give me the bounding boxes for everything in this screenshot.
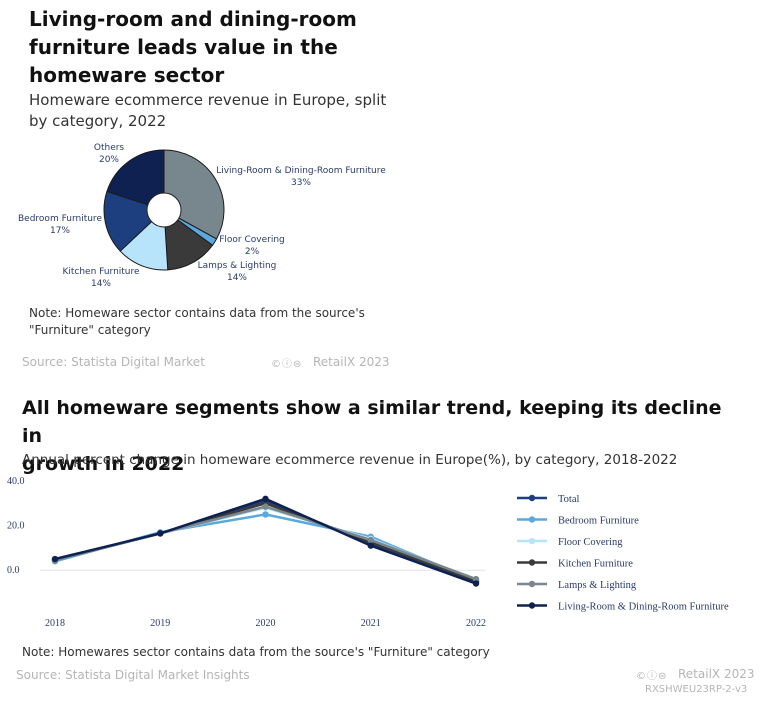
legend-label-lamps-lighting: Lamps & Lighting [558,580,637,591]
chart1-title-line: homeware sector [29,63,225,87]
line-chart: 0.0 20.0 40.0 2018 2019 2020 2021 2022 Total Be… [7,476,729,629]
legend-label-living-room-dining-room-furniture: Living-Room & Dining-Room Furniture [558,602,729,613]
chart1-brand: RetailX 2023 [313,355,390,369]
chart2-source: Source: Statista Digital Market Insights [16,668,250,682]
chart2-title: All homeware segments show a similar tre… [22,394,742,478]
chart1-title: Living-room and dining-room furniture le… [29,5,389,89]
pie-pct-floor-covering: 2% [245,247,260,257]
pie-label-bedroom: Bedroom Furniture [18,214,102,224]
x-axis-ticks: 2018 2019 2020 2021 2022 [45,618,486,629]
data-point-living-room-dining-room-furniture [472,580,480,587]
chart2-brand: RetailX 2023 [678,667,755,681]
cc-license-icon: ©ⓘ⊜ [636,671,668,682]
chart1-subtitle-line: Homeware ecommerce revenue in Europe, sp… [29,91,387,109]
chart2-note: Note: Homewares sector contains data fro… [22,645,490,659]
y-tick-label: 40.0 [7,476,25,487]
pie-pct-lamps: 14% [227,273,247,283]
data-point-living-room-dining-room-furniture [51,555,59,563]
legend-marker-floor-covering [528,537,536,545]
x-tick-label: 2021 [361,618,381,629]
y-tick-label: 20.0 [7,521,25,532]
pie-pct-bedroom: 17% [50,226,70,236]
chart1-subtitle: Homeware ecommerce revenue in Europe, sp… [29,90,399,132]
chart1-note: Note: Homeware sector contains data from… [29,305,409,339]
data-point-lamps-lighting [367,536,374,544]
chart1-note-line: Note: Homeware sector contains data from… [29,306,365,320]
chart1-title-line: furniture leads value in the [29,35,338,59]
legend-label-bedroom-furniture: Bedroom Furniture [558,516,639,527]
chart1-note-line: "Furniture" category [29,323,151,337]
pie-label-kitchen: Kitchen Furniture [62,267,140,277]
legend: Total Bedroom Furniture Floor Covering Kitc… [517,494,729,613]
x-tick-label: 2019 [150,618,170,629]
chart1-subtitle-line: by category, 2022 [29,112,167,130]
pie-pct-living-room: 33% [291,178,311,188]
data-point-lamps-lighting [472,575,480,583]
data-point-living-room-dining-room-furniture [157,530,164,537]
pie-label-floor-covering: Floor Covering [219,235,285,245]
pie-pct-kitchen: 14% [91,279,111,289]
pie-label-others: Others [94,143,125,153]
chart2-title-line: growth in 2022 [22,453,185,475]
cc-license-icon: ©ⓘ⊜ [271,359,303,370]
legend-label-total: Total [558,494,580,505]
legend-marker-total [528,494,536,502]
legend-label-floor-covering: Floor Covering [558,537,623,548]
pie-hole [146,192,182,228]
data-point-lamps-lighting [262,503,269,510]
x-tick-label: 2022 [466,618,486,629]
x-tick-label: 2020 [256,618,276,629]
data-point-bedroom-furniture [262,511,269,518]
y-axis-ticks: 0.0 20.0 40.0 [7,476,25,576]
series-line-bedroom-furniture [54,513,477,583]
pie-labels: Living-Room & Dining-Room Furniture 33% … [18,143,386,289]
legend-marker-kitchen-furniture [528,559,536,566]
y-tick-label: 0.0 [7,565,20,576]
report-code: RXSHWEU23RP-2-v3 [645,684,748,695]
chart1-source: Source: Statista Digital Market [22,355,205,369]
data-point-living-room-dining-room-furniture [367,542,374,549]
pie-slice-others [106,149,165,211]
legend-marker-living-room-dining-room-furniture [528,602,536,609]
chart2-subtitle: Annual percent change in homeware ecomme… [22,452,678,468]
line-series-group [51,495,480,587]
x-tick-label: 2018 [45,618,65,629]
data-point-living-room-dining-room-furniture [262,495,269,503]
chart1-title-line: Living-room and dining-room [29,7,357,31]
pie-pct-others: 20% [99,155,119,165]
pie-label-living-room: Living-Room & Dining-Room Furniture [216,166,386,176]
pie-label-lamps: Lamps & Lighting [198,261,277,271]
pie-chart: Living-Room & Dining-Room Furniture 33% … [18,143,386,289]
chart2-title-line: All homeware segments show a similar tre… [22,397,722,447]
legend-marker-bedroom-furniture [528,516,536,523]
legend-label-kitchen-furniture: Kitchen Furniture [558,559,633,570]
legend-marker-lamps-lighting [528,580,536,588]
pie-slice-lamps-lighting [163,208,214,271]
